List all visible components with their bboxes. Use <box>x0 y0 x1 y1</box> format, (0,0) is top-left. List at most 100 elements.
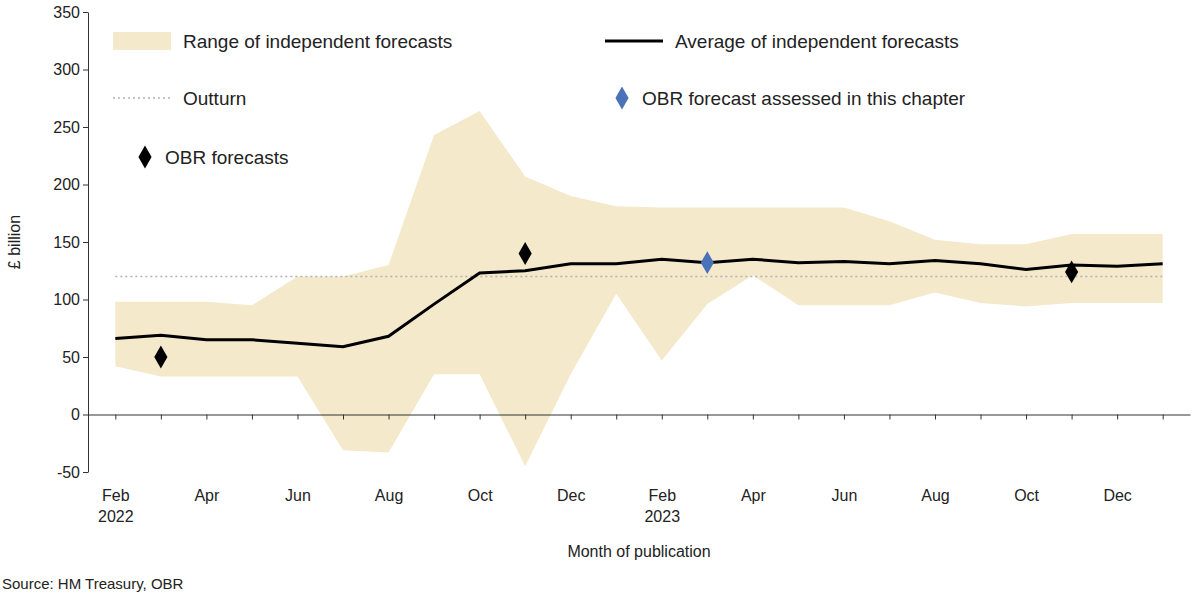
legend-item: Outturn <box>113 88 246 109</box>
x-tick-label: Jun <box>832 487 858 504</box>
x-tick-label-line: Dec <box>557 487 585 504</box>
y-axis: -50 0 50 100 150 200 250 300 350 <box>53 4 88 481</box>
y-axis-line <box>88 13 89 473</box>
plot-area <box>115 111 1162 466</box>
x-tick-mark <box>844 415 845 420</box>
y-tick-label: 0 <box>71 406 80 423</box>
x-tick-label: Oct <box>468 487 493 504</box>
forecast-range <box>115 111 1162 466</box>
y-tick: -50 <box>57 464 88 481</box>
x-tick: Aug <box>375 415 403 505</box>
x-tick: Dec <box>1103 415 1131 505</box>
x-tick-mark <box>434 415 435 420</box>
legend-swatch <box>615 87 628 110</box>
y-tick-label: 200 <box>53 176 80 193</box>
forecast-point <box>519 242 532 265</box>
x-tick-label: Dec <box>557 487 585 504</box>
x-tick-mark <box>1026 415 1027 420</box>
x-tick <box>798 415 799 420</box>
y-axis-title: £ billion <box>6 215 23 269</box>
x-tick-label-line: Jun <box>285 487 311 504</box>
x-tick: Jun <box>832 415 858 505</box>
legend-item: Range of independent forecasts <box>113 31 452 52</box>
y-tick-label: -50 <box>57 464 80 481</box>
y-tick-label: 250 <box>53 119 80 136</box>
y-tick: 100 <box>53 291 88 308</box>
y-tick: 0 <box>71 406 88 423</box>
x-tick: Apr <box>194 415 220 505</box>
x-tick-mark <box>1163 415 1164 420</box>
legend-label: Outturn <box>183 88 246 109</box>
forecast-point <box>701 251 714 274</box>
x-tick <box>161 415 162 420</box>
x-tick: Apr <box>741 415 767 505</box>
x-tick-mark <box>252 415 253 420</box>
x-tick: Feb2023 <box>644 415 680 526</box>
x-tick-mark <box>571 415 572 420</box>
y-tick-mark <box>83 127 88 128</box>
y-tick-label: 300 <box>53 61 80 78</box>
x-tick-label-line: 2022 <box>98 508 134 525</box>
y-tick-mark <box>83 242 88 243</box>
legend-item: OBR forecast assessed in this chapter <box>615 87 965 110</box>
x-tick: Oct <box>1014 415 1039 505</box>
x-tick-label: Apr <box>741 487 767 504</box>
y-tick: 350 <box>53 4 88 21</box>
y-tick-mark <box>83 70 88 71</box>
y-tick-label: 150 <box>53 234 80 251</box>
y-tick-mark <box>83 300 88 301</box>
chart: -50 0 50 100 150 200 250 300 350 Feb2022 Apr Jun Aug… <box>0 0 1200 597</box>
x-tick-mark <box>662 415 663 420</box>
x-tick-label-line: Apr <box>194 487 220 504</box>
x-axis: Feb2022 Apr Jun Aug Oct Dec Feb2023 Apr Jun Aug Oc… <box>89 415 1191 526</box>
x-tick-label: Oct <box>1014 487 1039 504</box>
x-tick-label-line: Jun <box>832 487 858 504</box>
x-tick-label: Dec <box>1103 487 1131 504</box>
x-tick-mark <box>343 415 344 420</box>
y-tick-label: 350 <box>53 4 80 21</box>
x-tick-label-line: 2023 <box>644 508 680 525</box>
x-tick-mark <box>753 415 754 420</box>
x-tick-label-line: Oct <box>468 487 493 504</box>
x-tick: Feb2022 <box>98 415 134 526</box>
legend-label: OBR forecasts <box>165 147 289 168</box>
x-tick-mark <box>480 415 481 420</box>
average-line <box>115 259 1162 346</box>
x-tick-mark <box>525 415 526 420</box>
x-tick-mark <box>1072 415 1073 420</box>
x-tick <box>1072 415 1073 420</box>
x-tick-label: Feb2023 <box>644 487 680 525</box>
x-tick-label: Aug <box>375 487 403 504</box>
x-axis-line <box>89 415 1191 416</box>
x-tick-mark <box>798 415 799 420</box>
forecast-point <box>1065 261 1078 284</box>
x-tick-mark <box>935 415 936 420</box>
x-tick: Oct <box>468 415 493 505</box>
forecast-point <box>154 346 167 369</box>
y-tick-label: 50 <box>62 349 80 366</box>
legend-item: Average of independent forecasts <box>605 31 959 52</box>
legend-swatch <box>113 32 171 50</box>
y-tick-mark <box>83 12 88 13</box>
x-tick-mark <box>206 415 207 420</box>
legend-label: Range of independent forecasts <box>183 31 452 52</box>
x-tick <box>525 415 526 420</box>
y-tick: 250 <box>53 119 88 136</box>
x-tick <box>616 415 617 420</box>
x-tick-label: Feb2022 <box>98 487 134 525</box>
x-tick <box>252 415 253 420</box>
source-note: Source: HM Treasury, OBR <box>2 575 184 592</box>
x-tick <box>707 415 708 420</box>
y-tick: 150 <box>53 234 88 251</box>
x-tick-mark <box>707 415 708 420</box>
y-tick-mark <box>83 357 88 358</box>
outturn-line <box>115 276 1162 278</box>
x-tick-label-line: Apr <box>741 487 767 504</box>
x-tick-label: Jun <box>285 487 311 504</box>
x-tick <box>343 415 344 420</box>
x-tick: Aug <box>921 415 949 505</box>
x-tick: Jun <box>285 415 311 505</box>
legend-swatch <box>113 97 171 99</box>
x-tick-label-line: Aug <box>375 487 403 504</box>
x-tick <box>889 415 890 420</box>
